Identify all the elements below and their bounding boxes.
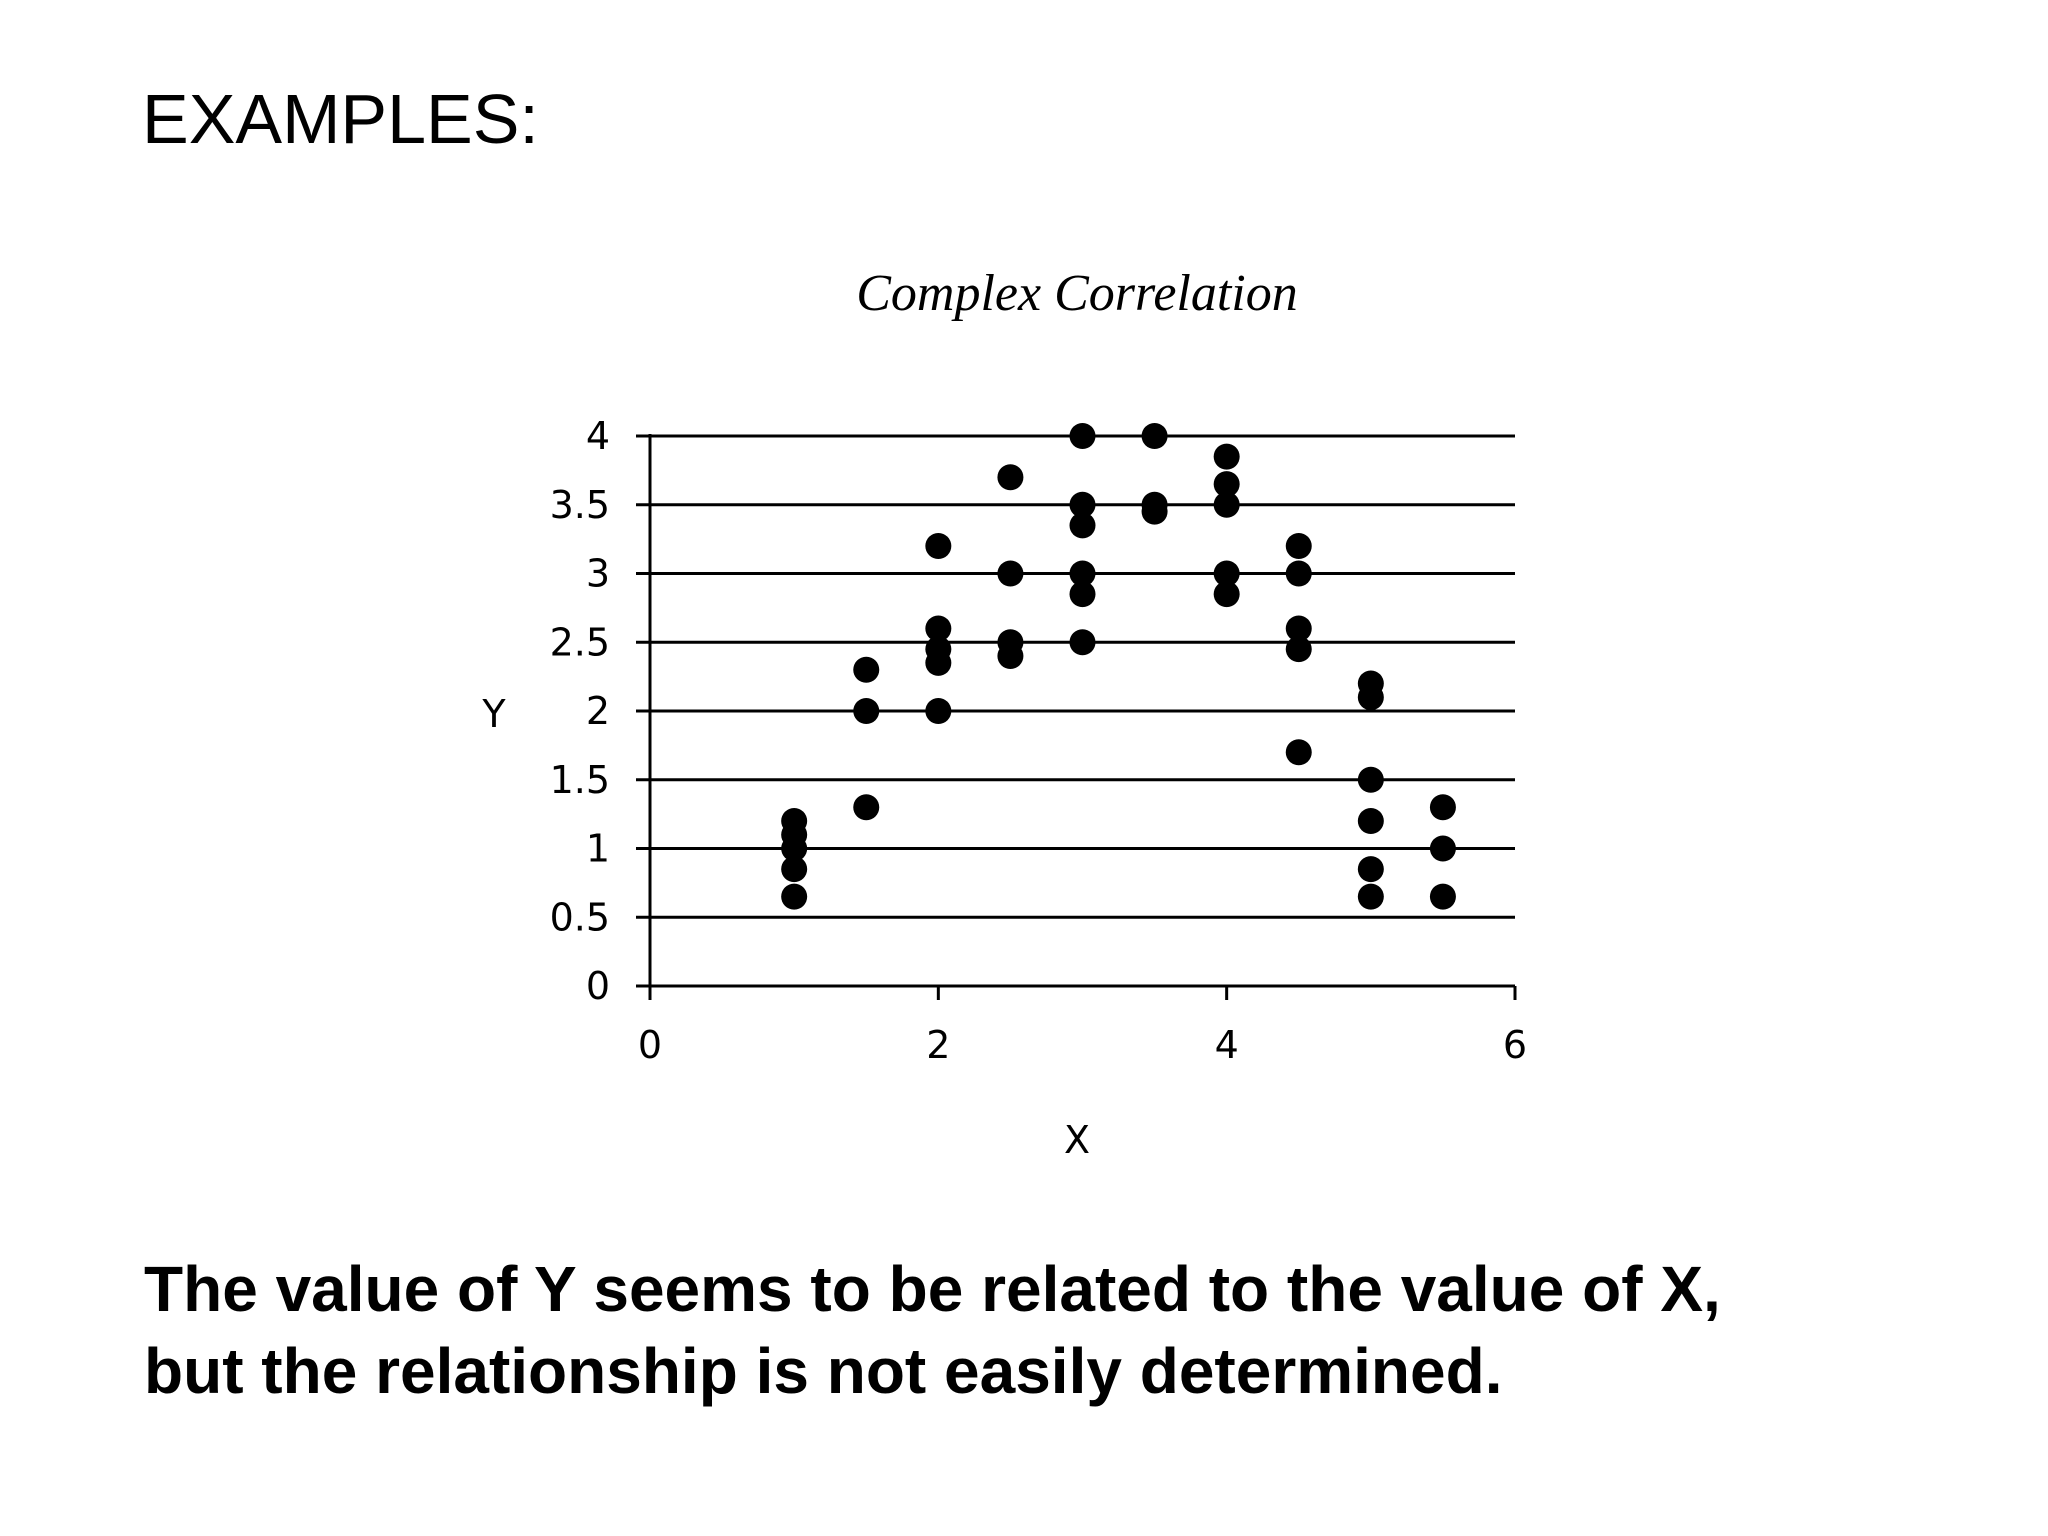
data-point (1285, 636, 1312, 663)
data-point (1285, 533, 1312, 559)
data-point (1213, 491, 1240, 518)
data-point (997, 464, 1024, 491)
data-point (1213, 581, 1240, 608)
x-axis-label: X (1064, 1118, 1090, 1162)
data-point (1429, 883, 1456, 910)
data-point (925, 649, 952, 676)
data-point (1069, 512, 1096, 539)
data-point (1285, 739, 1312, 766)
y-tick-label: 1 (586, 827, 610, 871)
data-point (1141, 423, 1168, 449)
data-point (1357, 808, 1384, 834)
data-point (1213, 560, 1240, 587)
y-tick-label: 4 (586, 414, 610, 458)
data-point (997, 643, 1024, 669)
data-points (781, 423, 1456, 910)
y-tick-label: 0.5 (550, 895, 610, 939)
slide-caption: The value of Y seems to be related to th… (144, 1248, 1721, 1412)
data-point (781, 835, 808, 862)
x-tick-label: 2 (926, 1023, 950, 1067)
caption-line: but the relationship is not easily deter… (144, 1335, 1503, 1407)
data-point (1069, 423, 1096, 449)
data-point (853, 698, 880, 724)
x-tick-label: 4 (1215, 1023, 1239, 1067)
data-point (1285, 615, 1312, 642)
data-point (853, 794, 880, 821)
y-tick-label: 0 (586, 964, 610, 1008)
data-point (1357, 883, 1384, 910)
y-tick-label: 2.5 (550, 620, 610, 664)
x-tick-label: 0 (638, 1023, 662, 1067)
data-point (1429, 835, 1456, 862)
data-point (1069, 491, 1096, 518)
y-tick-label: 3.5 (550, 483, 610, 527)
x-tick-labels: 0 2 4 6 (638, 1023, 1527, 1067)
data-point (781, 883, 808, 910)
data-point (1069, 581, 1096, 608)
data-point (1357, 766, 1384, 793)
axes (636, 434, 1517, 1000)
data-point (1141, 498, 1168, 525)
data-point (925, 698, 952, 724)
data-point (1357, 684, 1384, 711)
data-point (925, 615, 952, 642)
y-tick-label: 3 (586, 552, 610, 596)
chart-title: Complex Correlation (856, 265, 1298, 322)
data-point (1069, 560, 1096, 587)
data-point (1213, 443, 1240, 470)
y-tick-label: 1.5 (550, 758, 610, 802)
data-point (1069, 629, 1096, 656)
data-point (1429, 794, 1456, 821)
data-point (1213, 471, 1240, 498)
y-tick-labels: 0 0.5 1 1.5 2 2.5 3 3.5 4 (550, 414, 610, 1008)
data-point (1285, 560, 1312, 587)
x-tick-label: 6 (1503, 1023, 1527, 1067)
slide-heading: EXAMPLES: (142, 80, 539, 158)
caption-line: The value of Y seems to be related to th… (144, 1253, 1721, 1325)
data-point (781, 856, 808, 883)
data-point (853, 656, 880, 683)
data-point (1357, 856, 1384, 883)
y-axis-label: Y (481, 692, 506, 736)
data-point (997, 560, 1024, 587)
y-tick-label: 2 (586, 689, 610, 733)
data-point (925, 533, 952, 559)
